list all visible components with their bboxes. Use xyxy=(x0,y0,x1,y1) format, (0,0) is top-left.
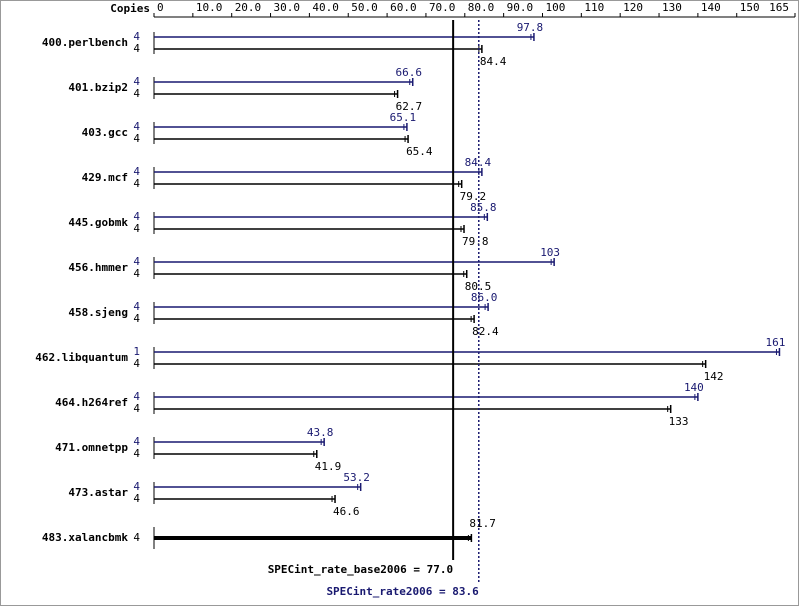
value-label: 53.2 xyxy=(343,471,370,484)
benchmark-label: 456.hmmer xyxy=(68,261,128,274)
benchmark-label: 401.bzip2 xyxy=(68,81,128,94)
copies-label: 4 xyxy=(133,165,140,178)
x-tick-label: 40.0 xyxy=(312,1,339,14)
value-label: 97.8 xyxy=(517,21,544,34)
copies-label: 4 xyxy=(133,531,140,544)
copies-label: 4 xyxy=(133,357,140,370)
copies-label: 4 xyxy=(133,435,140,448)
value-label: 82.4 xyxy=(472,325,499,338)
value-label: 142 xyxy=(704,370,724,383)
copies-label: 4 xyxy=(133,87,140,100)
value-label: 46.6 xyxy=(333,505,360,518)
reference-label: SPECint_rate2006 = 83.6 xyxy=(326,585,479,598)
value-label: 161 xyxy=(766,336,786,349)
benchmark-label: 462.libquantum xyxy=(35,351,128,364)
copies-header: Copies xyxy=(110,2,150,15)
benchmark-label: 445.gobmk xyxy=(68,216,128,229)
x-tick-label: 165 xyxy=(769,1,789,14)
copies-label: 1 xyxy=(133,345,140,358)
x-tick-label: 100 xyxy=(545,1,565,14)
value-label: 43.8 xyxy=(307,426,334,439)
benchmark-label: 403.gcc xyxy=(82,126,128,139)
copies-label: 4 xyxy=(133,210,140,223)
x-tick-label: 0 xyxy=(157,1,164,14)
x-tick-label: 10.0 xyxy=(196,1,223,14)
copies-label: 4 xyxy=(133,30,140,43)
copies-label: 4 xyxy=(133,177,140,190)
copies-label: 4 xyxy=(133,480,140,493)
x-tick-label: 70.0 xyxy=(429,1,456,14)
value-label: 85.8 xyxy=(470,201,497,214)
x-tick-label: 30.0 xyxy=(274,1,301,14)
value-label: 86.0 xyxy=(471,291,498,304)
copies-label: 4 xyxy=(133,120,140,133)
copies-label: 4 xyxy=(133,42,140,55)
benchmark-label: 400.perlbench xyxy=(42,36,128,49)
value-label: 62.7 xyxy=(396,100,423,113)
copies-label: 4 xyxy=(133,492,140,505)
value-label: 79.2 xyxy=(460,190,487,203)
copies-label: 4 xyxy=(133,267,140,280)
x-tick-label: 60.0 xyxy=(390,1,417,14)
value-label: 140 xyxy=(684,381,704,394)
benchmark-label: 471.omnetpp xyxy=(55,441,128,454)
copies-label: 4 xyxy=(133,390,140,403)
x-tick-label: 50.0 xyxy=(351,1,378,14)
value-label: 66.6 xyxy=(395,66,422,79)
benchmark-label: 429.mcf xyxy=(82,171,128,184)
benchmark-label: 464.h264ref xyxy=(55,396,128,409)
copies-label: 4 xyxy=(133,402,140,415)
value-label: 103 xyxy=(540,246,560,259)
copies-label: 4 xyxy=(133,255,140,268)
copies-label: 4 xyxy=(133,75,140,88)
value-label: 65.1 xyxy=(390,111,417,124)
x-tick-label: 20.0 xyxy=(235,1,261,14)
x-tick-label: 90.0 xyxy=(507,1,534,14)
value-label: 81.7 xyxy=(469,517,496,530)
value-label: 80.5 xyxy=(465,280,492,293)
copies-label: 4 xyxy=(133,132,140,145)
x-tick-label: 110 xyxy=(584,1,604,14)
x-tick-label: 150 xyxy=(740,1,760,14)
copies-label: 4 xyxy=(133,312,140,325)
copies-label: 4 xyxy=(133,300,140,313)
benchmark-label: 473.astar xyxy=(68,486,128,499)
copies-label: 4 xyxy=(133,447,140,460)
value-label: 133 xyxy=(669,415,689,428)
value-label: 79.8 xyxy=(462,235,489,248)
x-tick-label: 130 xyxy=(662,1,682,14)
x-tick-label: 140 xyxy=(701,1,721,14)
x-tick-label: 120 xyxy=(623,1,643,14)
copies-label: 4 xyxy=(133,222,140,235)
value-label: 41.9 xyxy=(315,460,342,473)
value-label: 84.4 xyxy=(465,156,492,169)
value-label: 65.4 xyxy=(406,145,433,158)
reference-label: SPECint_rate_base2006 = 77.0 xyxy=(268,563,453,576)
x-tick-label: 80.0 xyxy=(468,1,495,14)
value-label: 84.4 xyxy=(480,55,507,68)
benchmark-label: 458.sjeng xyxy=(68,306,128,319)
benchmark-label: 483.xalancbmk xyxy=(42,531,128,544)
